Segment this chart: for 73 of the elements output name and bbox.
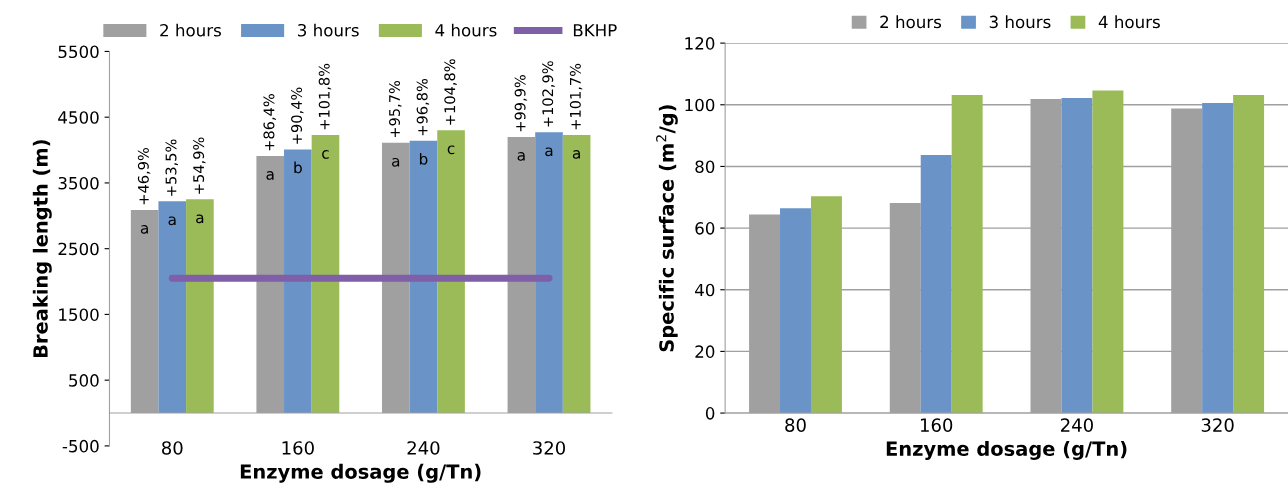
bar	[1092, 90, 1124, 414]
y-axis-title: Specific surface (m$^{2}$/g)	[656, 105, 678, 352]
y-axis-title: Breaking length (m)	[32, 140, 52, 358]
y-tick-label: 40	[695, 283, 715, 297]
annotation: +102,9%	[542, 61, 555, 127]
bar	[951, 94, 983, 414]
bar	[535, 132, 563, 414]
annotation: +104,8%	[444, 59, 457, 125]
annotation: +96,8%	[416, 78, 430, 136]
legend-label: 3 hours	[298, 23, 359, 37]
annotation: +54,9%	[193, 137, 206, 194]
bar	[562, 134, 591, 414]
y-tick-label: 80	[695, 160, 715, 174]
bar	[158, 201, 187, 414]
annotation: b	[294, 161, 302, 174]
annotation: c	[322, 150, 329, 159]
bar	[810, 196, 842, 414]
bar	[780, 208, 811, 414]
annotation: +53,5%	[165, 139, 178, 196]
x-tick-label: 80	[162, 441, 183, 455]
legend-label: 2 hours	[880, 15, 942, 29]
bar	[1061, 98, 1093, 414]
x-tick-label: 80	[785, 418, 806, 432]
annotation: a	[266, 171, 274, 180]
annotation: a	[392, 157, 400, 167]
legend-label: 2 hours	[160, 23, 221, 37]
y-tick-label: 2500	[58, 242, 99, 256]
annotation: +90,4%	[291, 87, 304, 144]
bar	[311, 134, 340, 414]
y-tick-label: 1500	[59, 308, 99, 321]
x-tick-label: 320	[1201, 418, 1234, 432]
x-tick-label: 240	[407, 441, 440, 455]
y-tick-label: 20	[695, 345, 715, 358]
annotation: c	[447, 145, 455, 155]
annotation: +46,9%	[137, 147, 151, 205]
x-tick-label: 240	[1061, 418, 1093, 432]
annotation: a	[545, 147, 553, 157]
bar	[920, 155, 952, 414]
legend-label: BKHP	[573, 24, 617, 37]
x-tick-label: 160	[920, 418, 953, 432]
x-tick-label: 320	[533, 441, 566, 455]
legend-label: 4 hours	[435, 23, 497, 37]
annotation: b	[419, 152, 428, 165]
annotation: a	[517, 152, 525, 161]
x-axis-title: Enzyme dosage (g/Tn)	[886, 440, 1127, 460]
annotation: a	[572, 150, 580, 159]
y-tick-label: 3500	[58, 176, 99, 190]
bar	[186, 199, 214, 414]
bar	[1202, 102, 1234, 414]
y-tick-label: 4500	[58, 111, 99, 124]
y-tick-label: 60	[695, 222, 715, 235]
bar	[409, 140, 438, 414]
annotation: +99,9%	[514, 75, 528, 132]
annotation: a	[196, 214, 204, 224]
y-tick-label: 120	[685, 37, 715, 50]
x-tick-label: 160	[282, 441, 314, 455]
annotation: +101,8%	[318, 63, 332, 130]
legend-label: 3 hours	[989, 15, 1051, 29]
annotation: +101,7%	[569, 63, 583, 130]
y-tick-label: 0	[705, 407, 715, 420]
bar	[284, 149, 312, 414]
y-tick-label: 100	[685, 98, 715, 112]
annotation: +95,7%	[389, 80, 402, 138]
y-tick-label: 5500	[58, 45, 99, 59]
annotation: a	[168, 216, 176, 226]
legend-label: 4 hours	[1098, 15, 1160, 29]
bar	[1233, 94, 1265, 414]
y-tick-label: -500	[62, 439, 99, 453]
x-axis-title: Enzyme dosage (g/Tn)	[240, 463, 481, 483]
y-tick-label: 500	[69, 374, 99, 387]
annotation: +86,4%	[263, 94, 276, 151]
annotation: a	[140, 224, 148, 234]
bar	[437, 130, 465, 414]
